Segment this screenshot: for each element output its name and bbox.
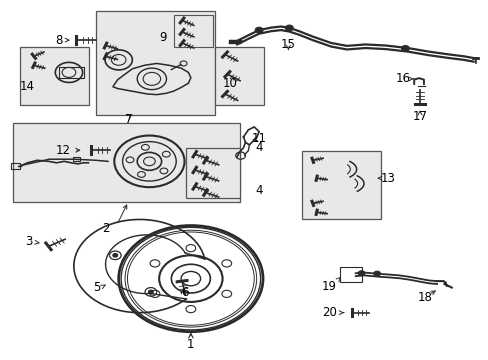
Circle shape [148,290,153,294]
Text: 4: 4 [255,184,263,197]
Bar [339,267,361,282]
Bar [185,148,239,198]
Bar [173,15,212,47]
Text: 1: 1 [187,338,194,351]
Bar [73,157,80,161]
Text: 7: 7 [124,113,132,126]
Bar [13,123,239,202]
Text: 16: 16 [394,72,409,85]
Text: 3: 3 [25,235,33,248]
Bar [20,47,89,105]
Circle shape [113,253,118,257]
Text: 4: 4 [255,140,263,153]
Text: 8: 8 [56,33,63,47]
Text: 2: 2 [102,222,109,235]
Circle shape [285,25,293,31]
Bar [302,151,380,220]
Text: 12: 12 [56,144,70,157]
Text: 19: 19 [322,280,336,293]
Text: 17: 17 [412,110,427,123]
Bar [11,163,20,168]
Text: 14: 14 [20,80,35,93]
Circle shape [373,271,380,276]
Bar [96,12,215,116]
Bar [215,47,264,105]
Text: 5: 5 [93,281,101,294]
Text: 18: 18 [417,291,431,304]
Circle shape [255,27,263,33]
Text: 15: 15 [281,38,295,51]
Text: 11: 11 [251,132,266,145]
Text: 9: 9 [159,31,166,44]
Circle shape [401,45,408,51]
Text: 10: 10 [222,77,237,90]
Text: 20: 20 [322,306,337,319]
Bar [59,67,83,78]
Text: 6: 6 [181,287,188,300]
Text: 13: 13 [380,172,395,185]
Circle shape [357,271,364,276]
